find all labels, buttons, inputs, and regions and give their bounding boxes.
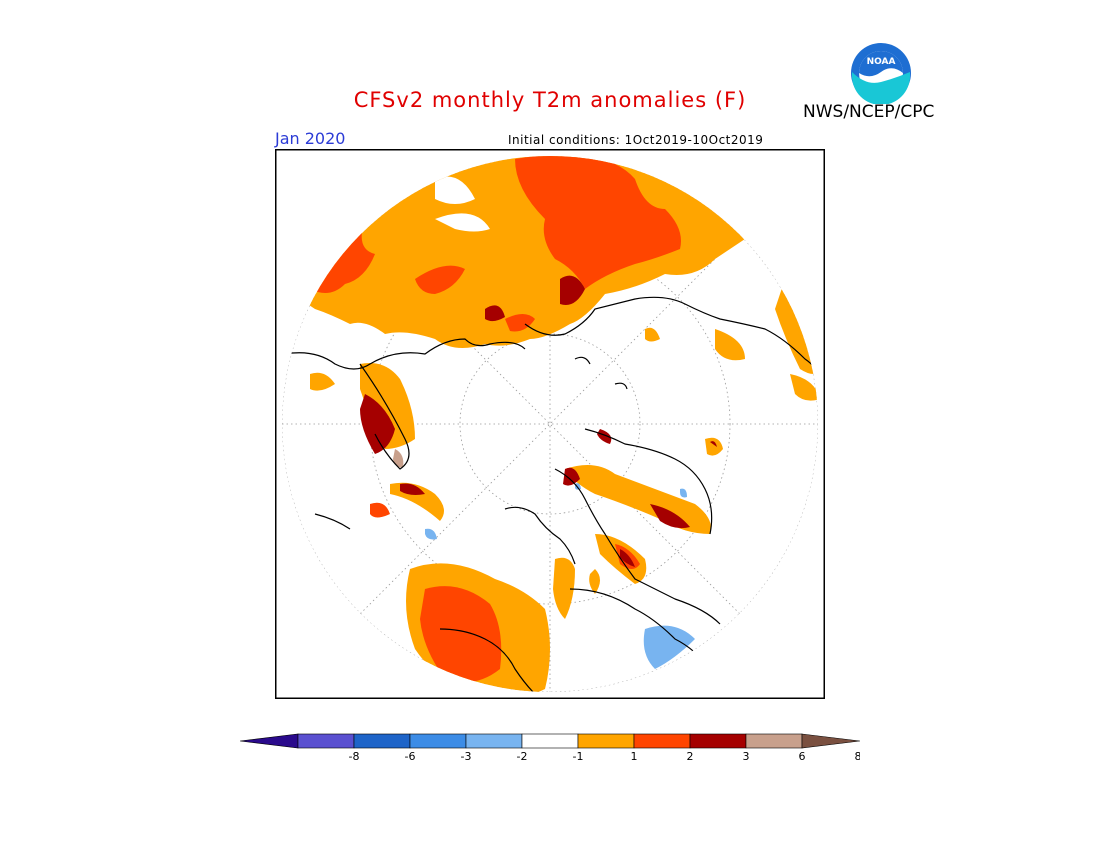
scale-swatch [745,733,803,749]
noaa-logo: NOAA [851,43,911,104]
forecast-month: Jan 2020 [275,129,346,148]
scale-tick-label: 3 [743,750,750,763]
scale-tick-label: -8 [349,750,360,763]
warm-region-eurasia [300,156,745,348]
color-scale-labels: -8 -6 -3 -2 -1 1 2 3 6 8 [349,750,860,763]
scale-tick-label: 1 [631,750,638,763]
scale-tick-label: -3 [461,750,472,763]
scale-swatch [465,733,523,749]
scale-tick-label: -2 [517,750,528,763]
scale-arrow-high [801,733,860,749]
warm-region-north-america [406,557,600,692]
scale-tick-label: 8 [855,750,861,763]
scale-swatch [689,733,747,749]
scale-swatch [577,733,635,749]
scale-swatch [521,733,579,749]
scale-tick-label: 6 [799,750,806,763]
color-scale-swatches [240,733,860,749]
scale-swatch [353,733,411,749]
scale-tick-label: 2 [687,750,694,763]
scale-swatch [409,733,467,749]
cool-region [425,483,695,669]
initial-conditions-label: Initial conditions: 1Oct2019-10Oct2019 [508,133,764,147]
svg-text:NOAA: NOAA [867,57,896,67]
color-scale-legend: -8 -6 -3 -2 -1 1 2 3 6 8 [240,733,860,763]
map-title: CFSv2 monthly T2m anomalies (F) [353,88,747,112]
scale-arrow-low [240,733,299,749]
coastlines [284,296,818,692]
scale-swatch [297,733,355,749]
scale-tick-label: -6 [405,750,416,763]
polar-anomaly-map [275,149,825,699]
scale-tick-label: -1 [573,750,584,763]
agency-label: NWS/NCEP/CPC [803,102,935,122]
scale-swatch [633,733,691,749]
